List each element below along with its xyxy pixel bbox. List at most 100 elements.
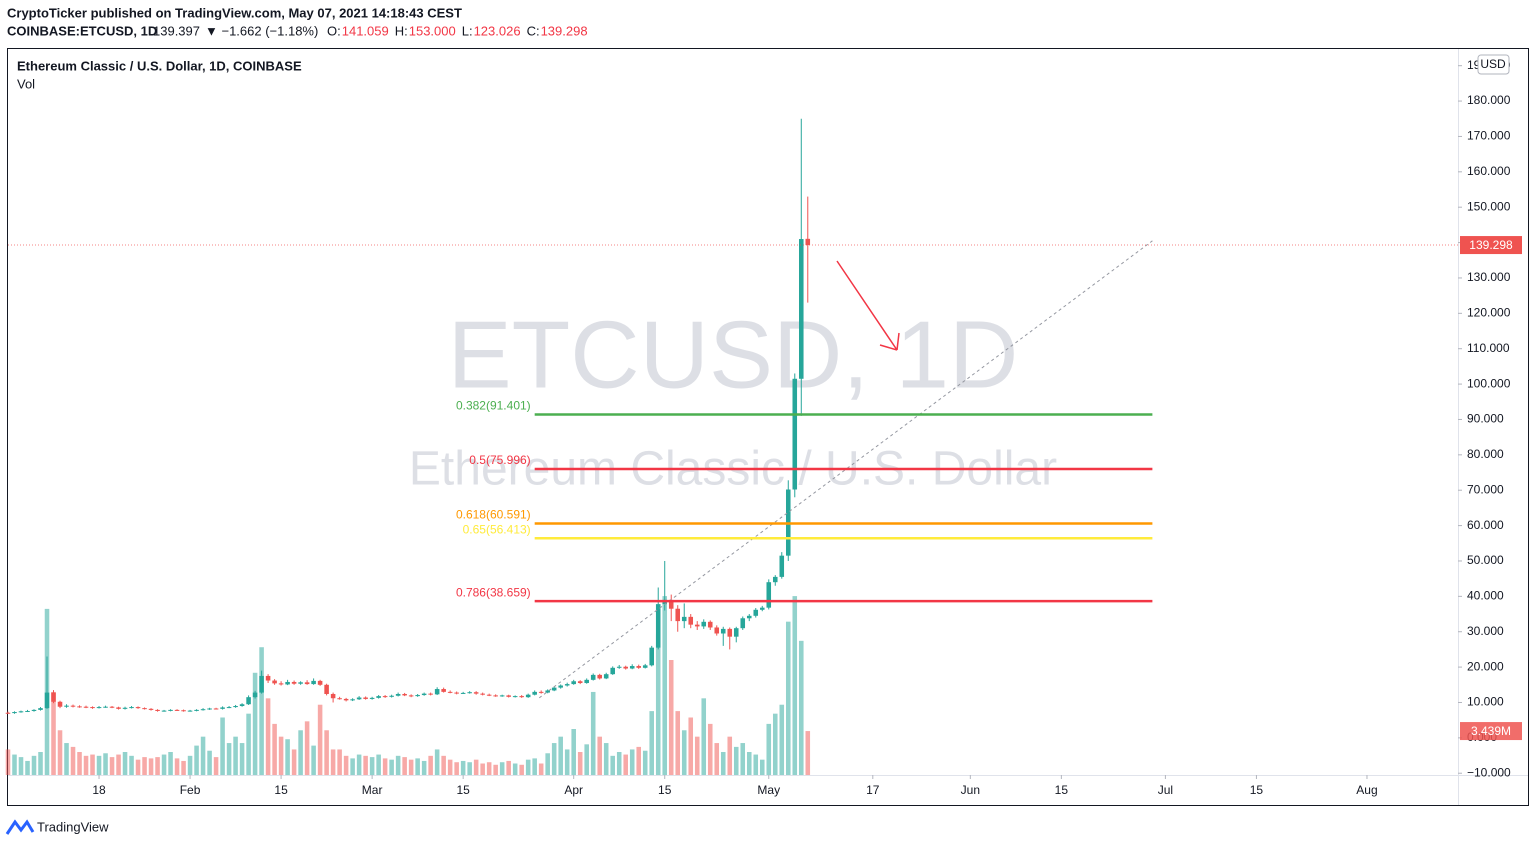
last-price-box bbox=[1460, 236, 1522, 255]
candle-body bbox=[707, 621, 713, 628]
fib-label: 0.5(75.996) bbox=[469, 453, 530, 467]
last-price-label: 139.298 bbox=[1469, 238, 1513, 252]
volume-bar bbox=[486, 762, 492, 775]
volume-bar bbox=[532, 758, 537, 775]
volume-bar bbox=[571, 729, 576, 775]
volume-bar bbox=[181, 760, 186, 775]
candle-body bbox=[642, 665, 648, 668]
volume-bar bbox=[272, 723, 277, 775]
candle-body bbox=[25, 710, 30, 712]
volume-bar bbox=[525, 759, 531, 775]
volume-bar bbox=[720, 752, 726, 775]
candle-body bbox=[629, 666, 635, 669]
volume-bar bbox=[70, 746, 76, 775]
candle-body bbox=[174, 709, 180, 711]
candle-body bbox=[389, 695, 394, 697]
candle-body bbox=[434, 689, 440, 695]
volume-bar bbox=[772, 713, 778, 775]
symbol: COINBASE:ETCUSD, 1D bbox=[7, 23, 157, 38]
volume-bar bbox=[252, 672, 258, 775]
currency-badge[interactable] bbox=[1477, 54, 1510, 75]
y-tick-label: 90.000 bbox=[1467, 412, 1504, 426]
footer-brand: TradingView bbox=[37, 819, 109, 834]
volume-bar bbox=[31, 755, 37, 775]
candle-body bbox=[415, 695, 420, 697]
volume-bar bbox=[798, 640, 804, 775]
change: ▼ −1.662 (−1.18%) bbox=[205, 23, 318, 38]
volume-bar bbox=[25, 760, 30, 775]
candle-body bbox=[720, 628, 726, 634]
candle-body bbox=[168, 709, 173, 711]
candle-body bbox=[473, 692, 479, 694]
volume-bar bbox=[200, 736, 206, 775]
volume-bar bbox=[83, 755, 89, 775]
y-tick-label: 70.000 bbox=[1467, 482, 1504, 496]
volume-bar bbox=[597, 736, 602, 775]
volume-bar bbox=[610, 755, 615, 775]
fib-label: 0.618(60.591) bbox=[456, 508, 531, 522]
volume-bar bbox=[564, 749, 570, 775]
candle-body bbox=[96, 707, 102, 709]
candle-body bbox=[727, 628, 733, 637]
volume-bar bbox=[649, 711, 654, 775]
volume-bar bbox=[805, 731, 811, 775]
volume-bar bbox=[740, 743, 746, 775]
candle-body bbox=[590, 674, 596, 680]
arrow-annotation bbox=[836, 260, 900, 351]
candle-body bbox=[207, 708, 212, 710]
candle-body bbox=[532, 691, 537, 695]
volume-bar bbox=[415, 758, 420, 775]
candle-body bbox=[161, 710, 167, 712]
volume-bar bbox=[213, 757, 219, 775]
volume-bar bbox=[265, 698, 271, 775]
candle-body bbox=[382, 696, 388, 698]
x-tick-label: Jun bbox=[961, 783, 980, 797]
volume-bar bbox=[785, 621, 791, 775]
last-quote: 139.397 bbox=[153, 23, 200, 38]
candle-body bbox=[18, 711, 24, 713]
volume-bar bbox=[727, 736, 733, 775]
volume-bar bbox=[642, 750, 648, 775]
x-tick-label: 18 bbox=[92, 783, 106, 797]
y-tick-label: 20.000 bbox=[1467, 659, 1504, 673]
volume-bar bbox=[499, 762, 505, 775]
y-tick-label: 120.000 bbox=[1467, 306, 1511, 320]
volume-bar bbox=[668, 660, 674, 775]
volume-bar bbox=[389, 759, 394, 775]
volume-bar bbox=[285, 739, 290, 775]
ohlc-key: O: bbox=[327, 23, 341, 38]
volume-bar bbox=[766, 723, 772, 775]
volume-bar bbox=[434, 749, 440, 775]
candle-body bbox=[343, 698, 349, 701]
volume-bar bbox=[480, 763, 485, 775]
x-tick-label: Jul bbox=[1158, 783, 1173, 797]
volume-bar bbox=[135, 759, 141, 775]
volume-bar bbox=[369, 757, 375, 775]
candle-body bbox=[265, 675, 271, 681]
candle-body bbox=[350, 699, 355, 701]
candle-body bbox=[226, 707, 232, 709]
volume-bar bbox=[584, 744, 589, 775]
candle-body bbox=[577, 681, 583, 684]
volume-bar bbox=[512, 763, 518, 775]
candle-body bbox=[181, 710, 186, 712]
volume-bar bbox=[376, 754, 381, 775]
candle-body bbox=[499, 695, 505, 697]
currency-label[interactable]: USD bbox=[1480, 57, 1506, 71]
volume-bar bbox=[57, 730, 63, 775]
candle-body bbox=[603, 674, 609, 679]
volume-bar bbox=[77, 752, 82, 775]
ohlc-key: L: bbox=[462, 23, 473, 38]
volume-title: Vol bbox=[17, 76, 35, 91]
volume-bar bbox=[603, 743, 609, 775]
candle-body bbox=[298, 682, 303, 684]
candle-body bbox=[421, 693, 427, 696]
volume-bar bbox=[330, 749, 336, 775]
candle-body bbox=[564, 684, 570, 686]
volume-bar bbox=[590, 691, 596, 775]
volume-bar bbox=[207, 750, 212, 775]
candle-body bbox=[753, 609, 759, 616]
candle-body bbox=[655, 604, 661, 648]
volume-bar bbox=[246, 713, 251, 775]
series-title: Ethereum Classic / U.S. Dollar, 1D, COIN… bbox=[17, 58, 302, 73]
